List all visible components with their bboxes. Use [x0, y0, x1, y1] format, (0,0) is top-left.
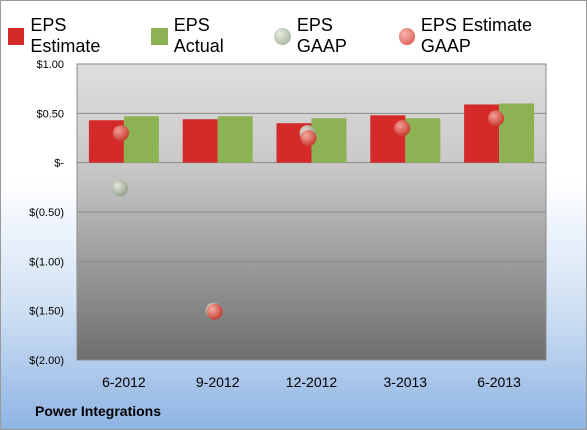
x-tick-label: 6-2012 [102, 374, 146, 390]
legend-swatch-eps-estimate-gaap [398, 27, 415, 45]
legend-label-eps-estimate-gaap: EPS Estimate GAAP [420, 15, 532, 56]
eps-actual-bar [311, 118, 347, 163]
eps-actual-bar [499, 103, 535, 163]
y-tick-label: $0.50 [36, 108, 64, 120]
legend-label-eps-estimate: EPS Estimate [30, 15, 101, 56]
eps-estimate-gaap-dot [300, 130, 317, 146]
eps-actual-bar [405, 118, 441, 163]
x-tick-label: 12-2012 [286, 374, 338, 390]
y-tick-label: $(1.50) [29, 306, 64, 318]
legend-item-eps-estimate: EPS Estimate [8, 15, 137, 57]
y-tick-label: $(1.00) [29, 256, 64, 268]
eps-estimate-gaap-dot [394, 120, 411, 137]
x-tick-label: 3-2013 [384, 374, 428, 390]
y-axis-labels: $1.00 $0.50 $- $(0.50) $(1.00) $(1.50) $(2.00) [29, 59, 64, 367]
y-tick-label: $- [54, 158, 64, 170]
dots [111, 110, 505, 320]
legend-label-eps-gaap: EPS GAAP [296, 15, 347, 56]
legend-swatch-eps-gaap [274, 27, 291, 45]
legend-item-eps-actual: EPS Actual [151, 15, 260, 57]
x-tick-label: 6-2013 [477, 374, 521, 390]
y-tick-label: $(2.00) [29, 355, 64, 367]
y-tick-label: $(0.50) [29, 207, 64, 219]
eps-estimate-bar [182, 119, 218, 163]
legend-item-eps-gaap: EPS GAAP [274, 15, 384, 57]
legend-label-eps-actual: EPS Actual [173, 15, 224, 56]
bars [88, 103, 535, 163]
legend-swatch-eps-estimate [8, 27, 25, 45]
legend: EPS Estimate EPS Actual EPS GAAP EPS Est… [1, 15, 586, 57]
eps-estimate-gaap-dot [112, 125, 129, 142]
eps-estimate-gaap-dot [488, 110, 505, 127]
eps-actual-bar [123, 116, 159, 163]
eps-actual-bar [217, 116, 253, 163]
eps-estimate-gaap-dot [206, 303, 223, 320]
legend-item-eps-estimate-gaap: EPS Estimate GAAP [398, 15, 581, 57]
x-axis-labels: 6-2012 9-2012 12-2012 3-2013 6-2013 [102, 374, 521, 390]
company-name: Power Integrations [35, 403, 162, 419]
legend-swatch-eps-actual [151, 27, 168, 45]
y-tick-label: $1.00 [36, 59, 64, 71]
eps-gaap-dot [111, 180, 128, 197]
x-tick-label: 9-2012 [196, 374, 240, 390]
